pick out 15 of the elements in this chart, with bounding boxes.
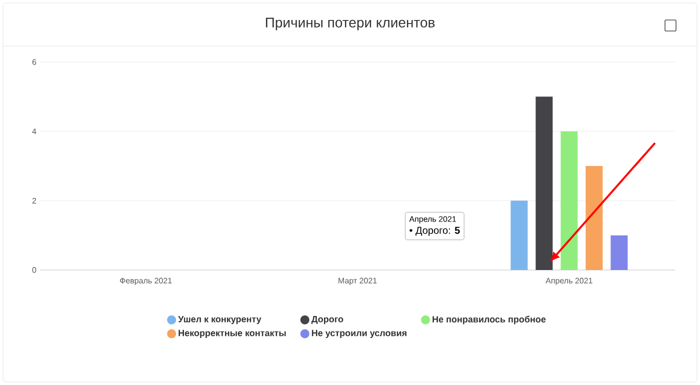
legend-label: Некорректные контакты bbox=[178, 330, 286, 338]
y-tick-label: 4 bbox=[32, 128, 36, 134]
x-tick-label: Февраль 2021 bbox=[120, 278, 172, 286]
y-tick-label: 0 bbox=[32, 267, 36, 273]
y-tick-label: 6 bbox=[32, 59, 36, 65]
legend-label: Дорого bbox=[311, 316, 344, 324]
legend-label: Не понравилось пробное bbox=[432, 316, 546, 324]
y-tick-label: 2 bbox=[32, 198, 36, 204]
x-tick-label: Март 2021 bbox=[338, 278, 377, 286]
x-tick-label: Апрель 2021 bbox=[546, 278, 592, 286]
legend-label: Не устроили условия bbox=[312, 330, 406, 338]
legend-label: Ушел к конкуренту bbox=[178, 316, 262, 324]
chart-title: Причины потери клиентов bbox=[266, 18, 435, 30]
annotation: • Дорого: 5 bbox=[410, 226, 460, 236]
annotation: Апрель 2021 bbox=[409, 216, 456, 224]
